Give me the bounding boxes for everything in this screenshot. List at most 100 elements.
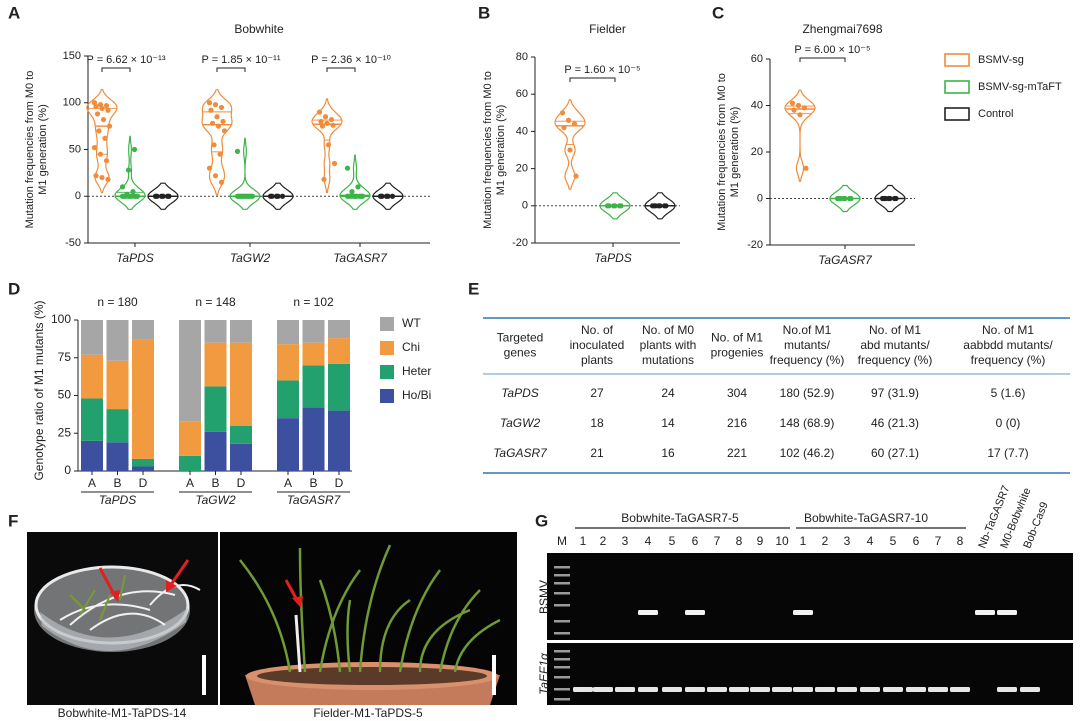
data-point <box>125 167 132 173</box>
y-tick-label: 0 <box>75 190 81 202</box>
legend-label: BSMV-sg-mTaFT <box>978 81 1062 93</box>
table-header: plants <box>581 353 613 367</box>
data-point <box>565 117 572 123</box>
data-point <box>93 103 99 110</box>
y-tick-label: 20 <box>751 146 763 158</box>
y-tick-label: -20 <box>512 237 528 249</box>
data-point <box>347 193 354 199</box>
gel-lane-label: 2 <box>600 534 607 548</box>
bar-segment <box>328 363 350 411</box>
photo-left <box>27 532 218 705</box>
table-cell: 27 <box>590 386 604 400</box>
data-point <box>128 193 135 199</box>
panel-letter: C <box>712 3 724 22</box>
violin <box>599 192 631 220</box>
gel-lane-label: 7 <box>714 534 721 548</box>
ladder-band <box>554 688 570 691</box>
ladder-band <box>554 620 570 623</box>
data-point <box>100 116 107 123</box>
legend-label: Ho/Bi <box>402 388 431 402</box>
bar-segment <box>132 458 154 467</box>
y-tick-label: 0 <box>64 463 71 477</box>
bar-segment <box>328 338 350 364</box>
data-point <box>887 195 893 202</box>
table-cell: 148 (68.9) <box>780 416 835 430</box>
gel-group-label: Bobwhite-TaGASR7-10 <box>804 511 928 525</box>
data-point <box>353 193 360 199</box>
table-header: No.of M1 <box>783 323 832 337</box>
gel-lane-label: 7 <box>935 534 942 548</box>
ladder-band <box>554 676 570 679</box>
violin <box>829 184 861 213</box>
violin <box>201 89 233 196</box>
gel-band <box>815 687 835 692</box>
panel-letter: D <box>8 279 20 298</box>
photo-caption: Bobwhite-M1-TaPDS-14 <box>58 706 187 720</box>
data-point <box>93 173 99 179</box>
x-tick-label: TaGASR7 <box>333 251 388 265</box>
y-tick-label: 40 <box>516 125 528 137</box>
n-label: n = 102 <box>293 295 334 309</box>
data-point <box>379 193 385 199</box>
data-point <box>318 118 324 125</box>
gel-band <box>997 687 1017 692</box>
bar-segment <box>277 380 299 419</box>
gel-band <box>593 687 613 692</box>
bar-segment <box>328 410 350 471</box>
data-point <box>789 100 796 106</box>
data-point <box>105 176 111 183</box>
y-tick-label: 100 <box>51 312 71 326</box>
data-point <box>663 203 669 209</box>
p-value-label: P = 6.62 × 10⁻¹³ <box>87 54 166 66</box>
data-point <box>119 184 126 190</box>
data-point <box>208 107 214 113</box>
data-point <box>99 174 105 181</box>
legend-swatch <box>380 341 394 355</box>
data-point <box>94 111 101 117</box>
table-header: mutants/ <box>784 338 831 352</box>
x-tick-label: B <box>113 476 121 490</box>
y-tick-label: -50 <box>65 237 81 249</box>
gel-group-label: Bobwhite-TaGASR7-5 <box>621 511 739 525</box>
violin <box>874 184 906 213</box>
bar-segment <box>277 418 299 471</box>
data-point <box>269 193 275 199</box>
y-axis-label: M1 generation (%) <box>37 104 49 195</box>
p-value-label: P = 6.00 × 10⁻⁵ <box>794 44 870 56</box>
violin <box>372 182 404 210</box>
n-label: n = 180 <box>97 295 138 309</box>
y-tick-label: 75 <box>58 350 72 364</box>
data-point <box>166 193 172 199</box>
data-point <box>124 191 130 197</box>
bar-segment <box>277 344 299 381</box>
gel-band <box>793 687 813 692</box>
y-axis-label: Mutation frequencies from M0 to <box>482 71 494 229</box>
gel-band <box>1020 687 1040 692</box>
data-point <box>220 118 226 125</box>
table-header: No. of M1 <box>982 323 1034 337</box>
bar-segment <box>204 320 227 343</box>
y-axis-label: Mutation frequencies from M0 to <box>24 71 36 229</box>
p-value-label: P = 2.36 × 10⁻¹⁰ <box>311 54 391 66</box>
panel-letter: F <box>8 511 18 530</box>
table-cell: 18 <box>590 416 604 430</box>
data-point <box>215 123 222 129</box>
y-tick-label: 50 <box>58 388 72 402</box>
bar-segment <box>81 320 103 355</box>
bar-segment <box>302 320 325 343</box>
gel-lane-label: 1 <box>580 534 587 548</box>
gel-band <box>772 687 792 692</box>
photo-caption: Fielder-M1-TaPDS-5 <box>313 706 423 720</box>
data-point <box>102 135 108 141</box>
legend-label: WT <box>402 316 421 330</box>
gel-band <box>638 687 658 692</box>
legend-swatch <box>380 317 394 331</box>
gel-band <box>662 687 682 692</box>
p-value-label: P = 1.85 × 10⁻¹¹ <box>202 54 281 66</box>
data-point <box>97 151 104 157</box>
data-point <box>325 142 332 148</box>
y-axis-label: Genotype ratio of M1 mutants (%) <box>32 300 46 480</box>
data-point <box>206 100 213 106</box>
chart-title: Zhengmai7698 <box>802 22 882 36</box>
data-point <box>561 125 567 131</box>
